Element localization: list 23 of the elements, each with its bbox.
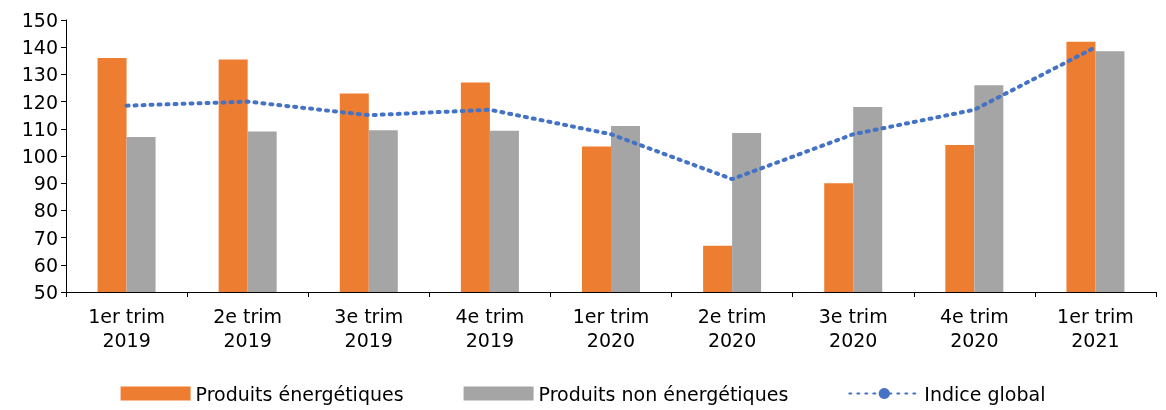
x-tick-label: 4e trim 2019 bbox=[455, 305, 525, 351]
y-tick-label: 90 bbox=[33, 172, 58, 195]
x-tick-label: 3e trim 2019 bbox=[334, 305, 404, 351]
y-tick-label: 120 bbox=[21, 90, 58, 113]
x-tick-label: 1er trim 2019 bbox=[88, 305, 165, 351]
x-tick-label: 1er trim 2020 bbox=[572, 305, 650, 351]
x-tick-label: 2e trim 2020 bbox=[697, 305, 767, 351]
y-tick-label: 150 bbox=[21, 9, 58, 31]
y-tick-label: 80 bbox=[33, 199, 58, 222]
y-tick-label: 130 bbox=[21, 63, 58, 86]
legend-label: Indice global bbox=[924, 382, 1046, 405]
y-tick-label: 50 bbox=[33, 281, 58, 303]
x-tick-label: 4e trim 2020 bbox=[939, 305, 1009, 351]
y-tick-label: 110 bbox=[21, 117, 58, 140]
legend-label: Produits non énergétiques bbox=[538, 382, 789, 405]
x-tick-label: 1er trim 2021 bbox=[1057, 305, 1134, 351]
y-tick-label: 60 bbox=[33, 253, 58, 276]
y-tick-label: 140 bbox=[21, 36, 58, 59]
x-tick-label: 3e trim 2020 bbox=[818, 305, 888, 351]
y-tick-label: 100 bbox=[21, 145, 58, 167]
legend-label: Produits énergétiques bbox=[195, 382, 404, 405]
y-tick-label: 70 bbox=[33, 226, 58, 249]
x-tick-label: 2e trim 2019 bbox=[213, 305, 283, 351]
